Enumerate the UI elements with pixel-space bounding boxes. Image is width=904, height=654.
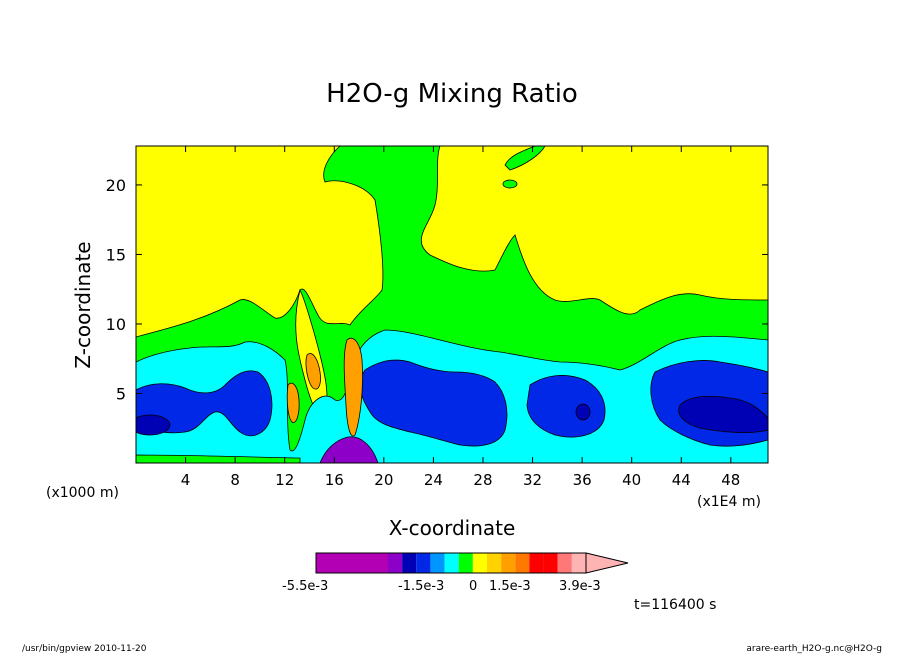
colorbar-swatch	[364, 553, 388, 573]
colorbar-label-1: -5.5e-3	[282, 579, 328, 594]
x-tick-label: 32	[523, 471, 542, 489]
colorbar-swatch	[458, 553, 473, 573]
colorbar-swatch	[571, 553, 586, 573]
region-green	[136, 454, 301, 463]
footer-left: /usr/bin/gpview 2010-11-20	[22, 644, 147, 654]
colorbar-extend-arrow	[585, 552, 629, 574]
region-blue	[359, 359, 508, 447]
y-tick-label: 5	[116, 384, 126, 403]
x-tick-label: 20	[374, 471, 393, 489]
x-tick-label: 12	[275, 471, 294, 489]
colorbar-label-3: 0	[469, 579, 477, 594]
x-tick-label: 4	[181, 471, 191, 489]
x-tick-label: 28	[473, 471, 492, 489]
colorbar-label-4: 1.5e-3	[489, 579, 531, 594]
colorbar	[315, 552, 629, 574]
region-navy	[575, 403, 591, 421]
x-tick-label: 44	[672, 471, 691, 489]
colorbar-swatch	[316, 553, 340, 573]
colorbar-swatch	[416, 553, 431, 573]
x-tick-label: 24	[424, 471, 443, 489]
colorbar-swatch	[402, 553, 417, 573]
footer-right: arare-earth_H2O-g.nc@H2O-g	[746, 644, 882, 654]
x-unit-left: (x1000 m)	[46, 485, 119, 501]
colorbar-swatch	[557, 553, 572, 573]
y-tick-label: 10	[106, 315, 126, 334]
region-orange	[286, 382, 300, 423]
colorbar-label-2: -1.5e-3	[398, 579, 444, 594]
y-axis-label: Z-coordinate	[71, 241, 95, 368]
region-orange	[305, 353, 321, 390]
colorbar-frame	[315, 552, 587, 574]
y-axis-ticks: 5 10 15 20	[106, 176, 768, 403]
x-unit-right: (x1E4 m)	[697, 494, 761, 510]
colorbar-swatch	[444, 553, 459, 573]
colorbar-swatch	[487, 553, 502, 573]
x-tick-label: 16	[325, 471, 344, 489]
colorbar-swatch	[515, 553, 530, 573]
x-tick-label: 48	[721, 471, 740, 489]
time-annotation: t=116400 s	[634, 597, 716, 613]
x-axis-ticks: 4 8 12 16 20 24 28 32 36 40 44 48	[181, 146, 740, 489]
plot-frame	[135, 145, 769, 464]
colorbar-swatch	[430, 553, 445, 573]
y-tick-label: 15	[106, 245, 126, 264]
colorbar-swatch	[529, 553, 544, 573]
region-green-island	[502, 179, 518, 189]
colorbar-swatch	[472, 553, 487, 573]
x-axis-label: X-coordinate	[389, 516, 516, 540]
x-tick-label: 36	[573, 471, 592, 489]
x-tick-label: 40	[622, 471, 641, 489]
region-orange	[343, 337, 363, 437]
colorbar-swatch	[340, 553, 364, 573]
colorbar-swatch	[543, 553, 558, 573]
region-blue	[136, 370, 273, 437]
region-navy	[136, 414, 171, 436]
colorbar-swatch	[388, 553, 403, 573]
region-purple	[319, 436, 379, 463]
colorbar-label-5: 3.9e-3	[559, 579, 601, 594]
region-blue	[526, 375, 606, 438]
x-tick-label: 8	[230, 471, 240, 489]
region-navy	[678, 395, 768, 433]
region-green-island	[504, 146, 546, 171]
y-tick-label: 20	[106, 176, 126, 195]
colorbar-swatch	[501, 553, 516, 573]
chart-title: H2O-g Mixing Ratio	[326, 79, 578, 109]
